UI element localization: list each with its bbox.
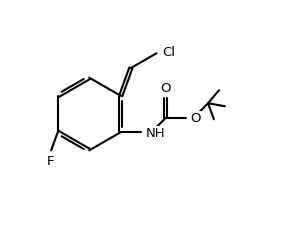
Text: O: O <box>190 112 201 125</box>
Text: O: O <box>161 82 171 95</box>
Text: NH: NH <box>146 126 166 139</box>
Text: Cl: Cl <box>162 45 175 58</box>
Text: F: F <box>46 155 54 168</box>
